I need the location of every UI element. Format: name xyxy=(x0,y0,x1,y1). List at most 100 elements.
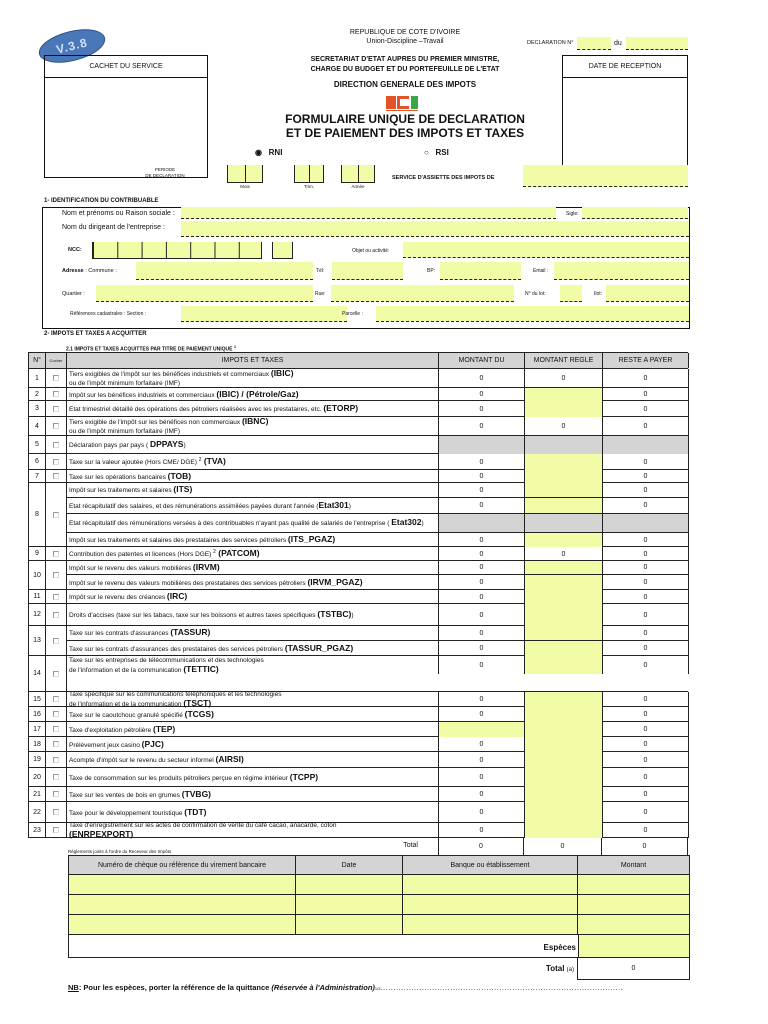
montant-regle-cell[interactable] xyxy=(525,604,603,626)
banque-input[interactable] xyxy=(403,895,578,914)
annee-input[interactable] xyxy=(341,165,375,183)
section-input[interactable] xyxy=(181,306,347,322)
montant-regle-cell[interactable] xyxy=(525,533,603,547)
checkbox-icon[interactable] xyxy=(53,511,59,518)
row-checkbox[interactable] xyxy=(46,722,67,736)
sigle-input[interactable] xyxy=(582,207,688,219)
row-checkbox[interactable] xyxy=(46,787,67,801)
checkbox-icon[interactable] xyxy=(53,711,59,717)
radio-empty-icon[interactable]: ○ xyxy=(424,148,429,157)
checkbox-icon[interactable] xyxy=(53,441,59,448)
montant-regle-cell[interactable] xyxy=(525,561,603,574)
date-input[interactable] xyxy=(296,875,403,894)
montant-regle-cell[interactable] xyxy=(525,787,603,802)
checkbox-icon[interactable] xyxy=(53,375,59,381)
lot-input[interactable] xyxy=(560,285,582,302)
parcelle-input[interactable] xyxy=(376,306,689,322)
checkbox-icon[interactable] xyxy=(53,423,59,429)
montant-regle-cell[interactable] xyxy=(525,656,603,674)
checkbox-icon[interactable] xyxy=(53,774,59,780)
commune-input[interactable] xyxy=(136,262,313,280)
row-checkbox[interactable] xyxy=(46,802,67,822)
row-checkbox[interactable] xyxy=(46,626,67,655)
checkbox-icon[interactable] xyxy=(53,458,59,465)
montant-regle-cell[interactable] xyxy=(525,498,603,513)
checkbox-icon[interactable] xyxy=(53,756,59,763)
montant-regle-cell[interactable] xyxy=(525,737,603,752)
row-checkbox[interactable] xyxy=(46,823,67,837)
row-checkbox[interactable] xyxy=(46,692,67,706)
checkbox-icon[interactable] xyxy=(53,791,59,797)
montant-input[interactable] xyxy=(578,915,689,934)
ncc-input[interactable] xyxy=(92,242,262,259)
row-checkbox[interactable] xyxy=(46,470,67,482)
row-checkbox[interactable] xyxy=(46,369,67,387)
banque-input[interactable] xyxy=(403,915,578,934)
montant-regle-cell[interactable] xyxy=(525,722,603,737)
banque-input[interactable] xyxy=(403,875,578,894)
date-input[interactable] xyxy=(296,895,403,914)
checkbox-icon[interactable] xyxy=(53,405,59,412)
montant-regle-cell[interactable] xyxy=(525,454,603,470)
ncc-key-input[interactable] xyxy=(272,242,293,259)
checkbox-icon[interactable] xyxy=(53,572,59,578)
regime-rni[interactable]: ◉ RNI xyxy=(255,148,283,157)
row-checkbox[interactable] xyxy=(46,417,67,435)
checkbox-icon[interactable] xyxy=(53,696,59,702)
checkbox-icon[interactable] xyxy=(53,670,59,677)
row-checkbox[interactable] xyxy=(46,752,67,767)
date-input[interactable] xyxy=(296,915,403,934)
row-checkbox[interactable] xyxy=(46,707,67,721)
montant-regle-cell[interactable] xyxy=(525,707,603,722)
row-checkbox[interactable] xyxy=(46,547,67,560)
especes-input[interactable] xyxy=(578,935,689,957)
montant-regle-cell[interactable] xyxy=(525,388,603,401)
declaration-date-input[interactable] xyxy=(626,37,688,50)
row-checkbox[interactable] xyxy=(46,483,67,546)
montant-regle-cell[interactable] xyxy=(525,752,603,768)
checkbox-icon[interactable] xyxy=(53,741,59,747)
row-checkbox[interactable] xyxy=(46,401,67,416)
cheque-input[interactable] xyxy=(69,895,296,914)
cheque-input[interactable] xyxy=(69,875,296,894)
montant-regle-cell[interactable] xyxy=(525,483,603,497)
montant-regle-cell[interactable] xyxy=(525,802,603,823)
row-checkbox[interactable] xyxy=(46,436,67,453)
cheque-input[interactable] xyxy=(69,915,296,934)
montant-du-cell[interactable] xyxy=(439,722,525,737)
quartier-input[interactable] xyxy=(96,285,313,302)
service-input[interactable] xyxy=(523,165,688,187)
checkbox-icon[interactable] xyxy=(53,391,59,397)
montant-regle-cell[interactable] xyxy=(525,823,603,838)
row-checkbox[interactable] xyxy=(46,604,67,625)
checkbox-icon[interactable] xyxy=(53,726,59,732)
montant-regle-cell[interactable] xyxy=(525,641,603,656)
regime-rsi[interactable]: ○ RSI xyxy=(424,148,449,157)
row-checkbox[interactable] xyxy=(46,768,67,786)
checkbox-icon[interactable] xyxy=(53,637,59,644)
montant-regle-cell[interactable] xyxy=(525,626,603,640)
tel-input[interactable] xyxy=(332,262,403,280)
checkbox-icon[interactable] xyxy=(53,550,59,557)
montant-regle-cell[interactable] xyxy=(525,470,603,483)
row-checkbox[interactable] xyxy=(46,561,67,589)
montant-regle-cell[interactable] xyxy=(525,768,603,787)
checkbox-icon[interactable] xyxy=(53,611,59,618)
ilot-input[interactable] xyxy=(606,285,689,302)
montant-regle-cell[interactable] xyxy=(525,401,603,417)
row-checkbox[interactable] xyxy=(46,388,67,400)
declaration-number-input[interactable] xyxy=(577,37,611,50)
montant-input[interactable] xyxy=(578,875,689,894)
montant-regle-cell[interactable] xyxy=(525,575,603,590)
nom-input[interactable] xyxy=(181,207,556,219)
rue-input[interactable] xyxy=(331,285,514,302)
radio-selected-icon[interactable]: ◉ xyxy=(255,148,262,157)
montant-regle-cell[interactable] xyxy=(525,590,603,604)
checkbox-icon[interactable] xyxy=(53,593,59,600)
trim-input[interactable] xyxy=(294,165,324,183)
montant-regle-cell[interactable] xyxy=(525,692,603,707)
row-checkbox[interactable] xyxy=(46,656,67,691)
checkbox-icon[interactable] xyxy=(53,809,59,815)
bp-input[interactable] xyxy=(440,262,521,280)
email-input[interactable] xyxy=(554,262,689,280)
